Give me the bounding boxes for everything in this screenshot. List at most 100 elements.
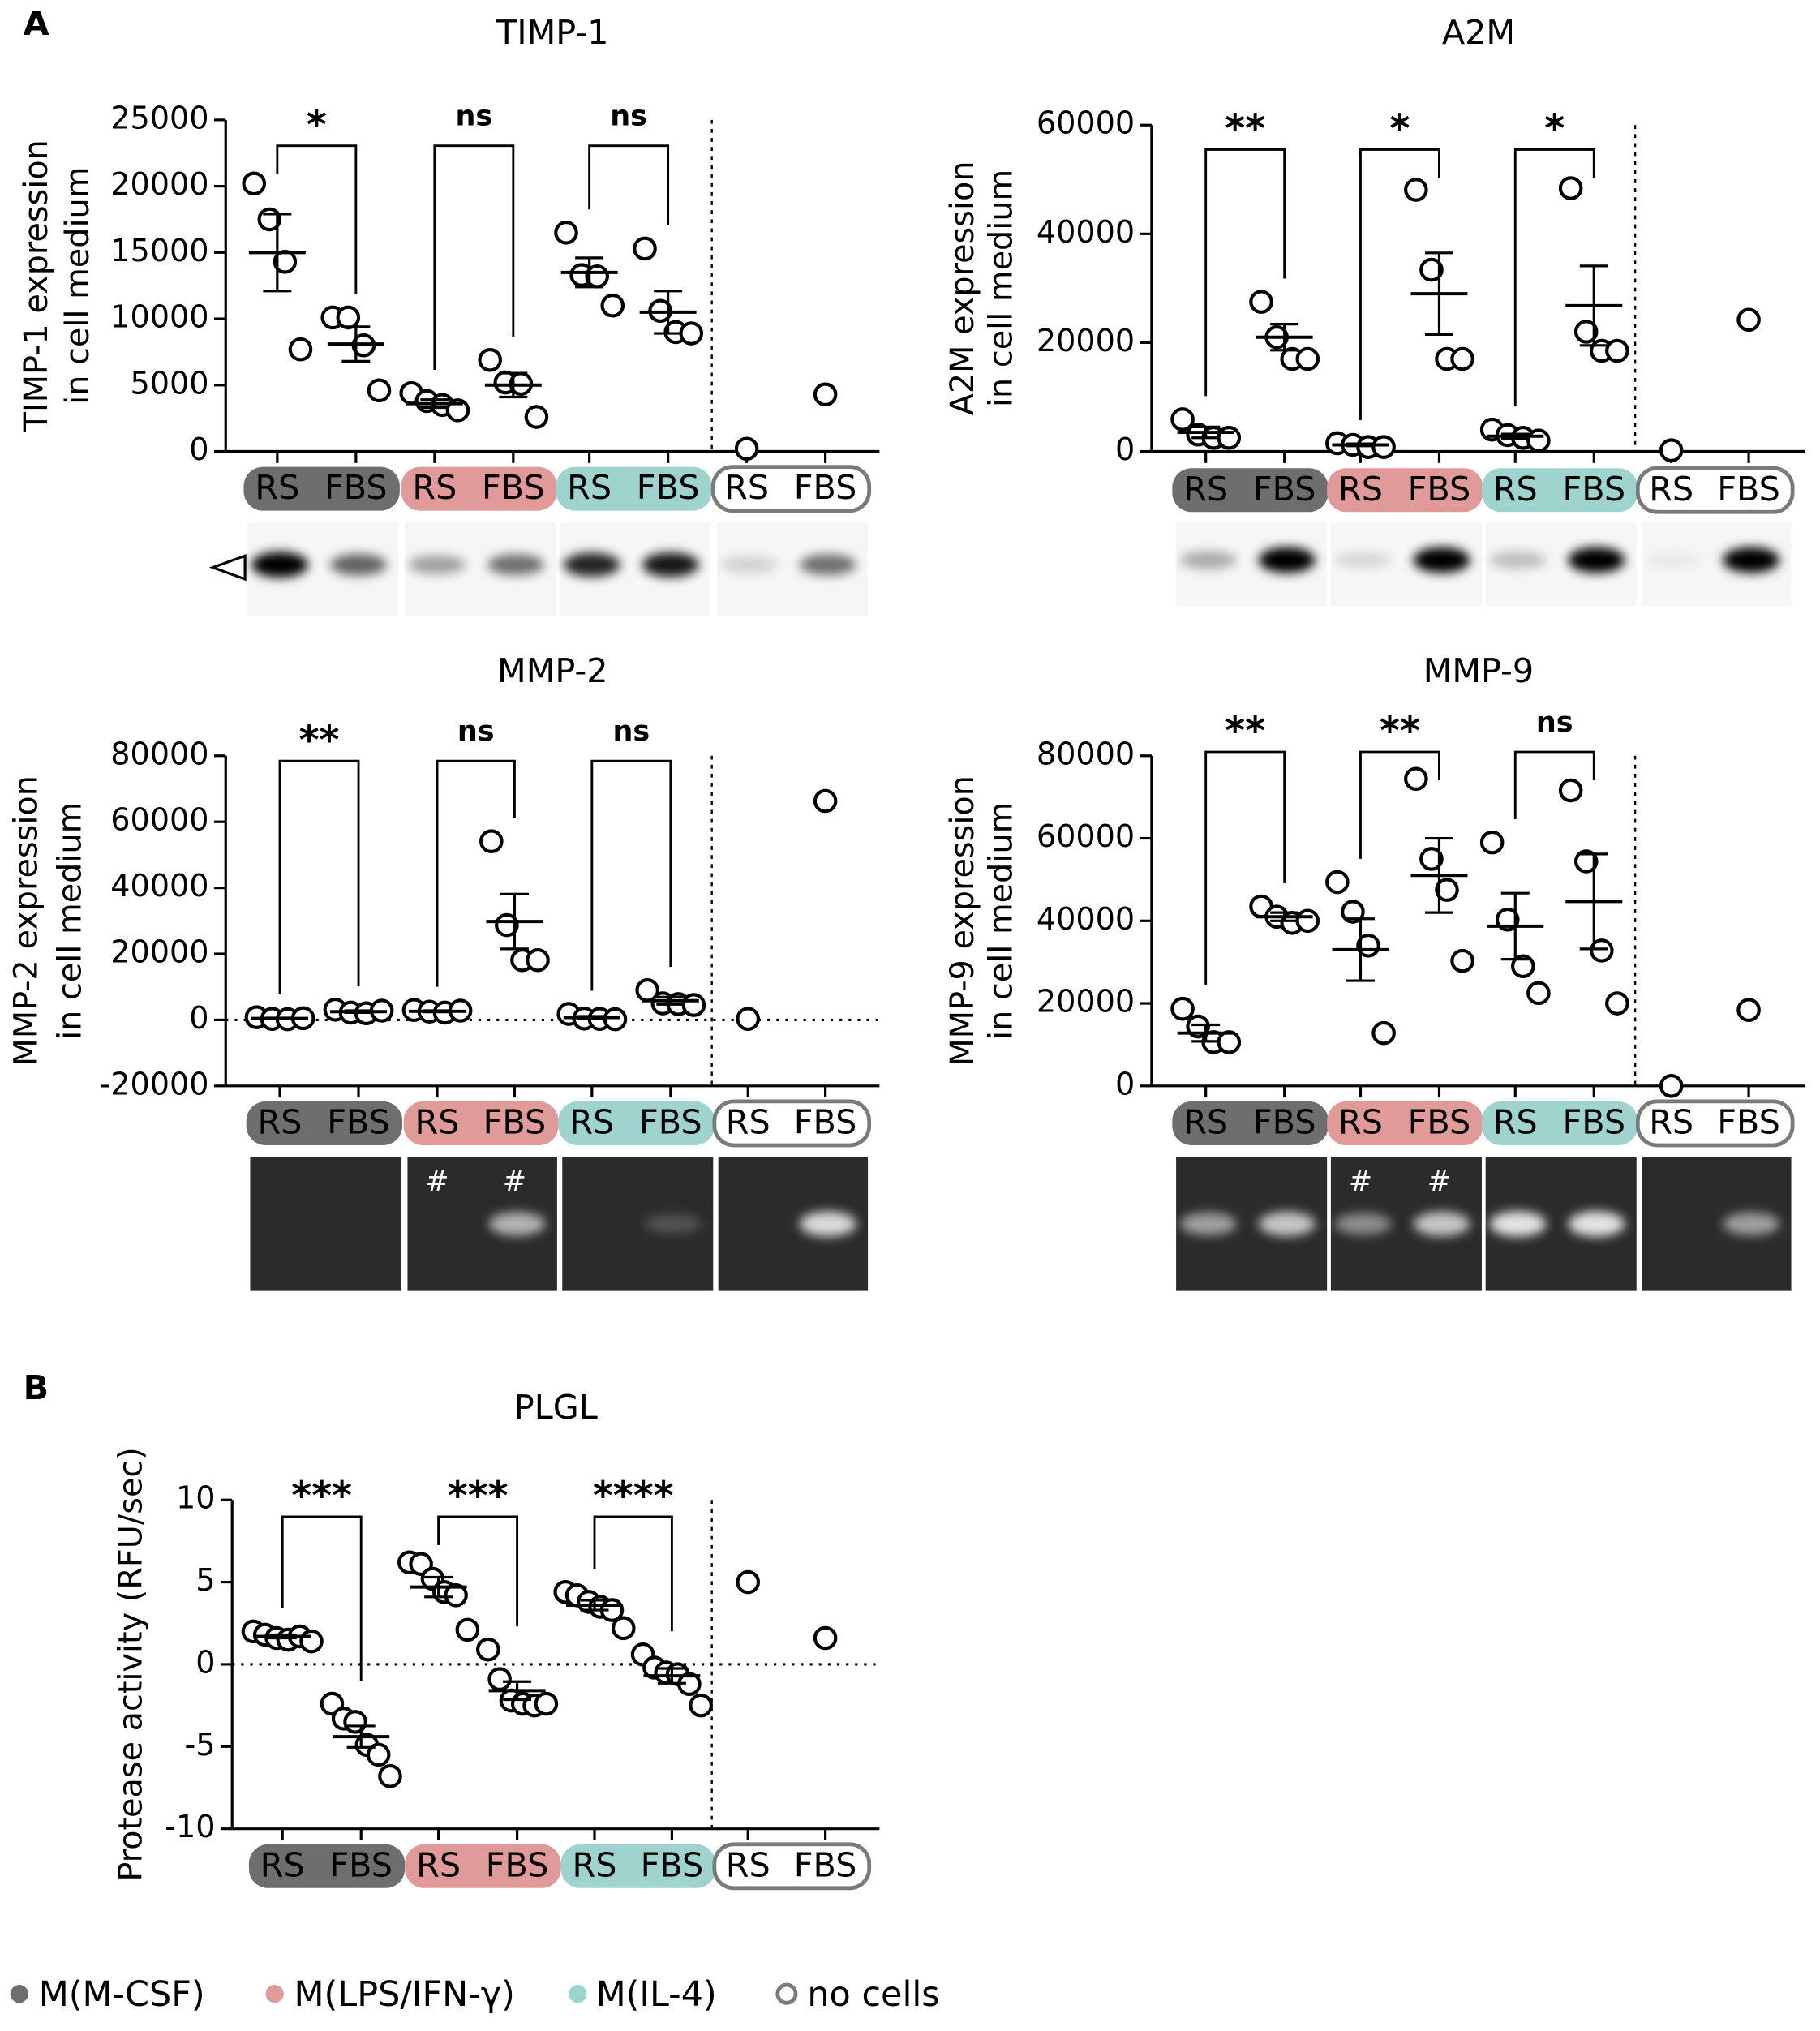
x-tick-label: FBS (327, 1103, 390, 1142)
panel-letter: A (24, 4, 49, 43)
error-bar (503, 1680, 532, 1702)
y-axis-label: A2M expression (944, 161, 981, 415)
group-pill (710, 465, 872, 513)
blot (250, 1157, 401, 1291)
x-tick-label: RS (1493, 1103, 1538, 1142)
data-point (1558, 778, 1583, 803)
chart-title: TIMP-1 (496, 13, 608, 52)
data-point (1511, 954, 1535, 979)
blot-band (1258, 1212, 1316, 1236)
bracket (1359, 148, 1440, 420)
group-pill (1327, 1101, 1483, 1145)
x-tick-label: FBS (1408, 1103, 1471, 1142)
y-tick-label: 40000 (110, 868, 208, 904)
group-pill (401, 466, 557, 511)
group-pill (403, 1101, 559, 1145)
x-tick-label: RS (1183, 1103, 1228, 1142)
data-point (736, 1007, 761, 1031)
significance-label: **** (593, 1475, 674, 1519)
error-bar (344, 1009, 373, 1015)
y-tick-label: 5 (195, 1562, 215, 1598)
data-point (1526, 981, 1551, 1006)
group-pill (1635, 466, 1795, 514)
blot-band (1723, 1212, 1780, 1235)
group-pill (243, 466, 400, 511)
y-tick-label: 25000 (110, 100, 208, 135)
blot-band (1645, 552, 1702, 569)
x-tick-label: FBS (1562, 1103, 1625, 1142)
blot-band (1413, 547, 1470, 573)
error-bar (1579, 264, 1608, 347)
chart-title: MMP-9 (1423, 651, 1535, 690)
data-point (813, 788, 838, 814)
error-bar (265, 1016, 294, 1020)
group-pill (558, 1101, 715, 1145)
blot-band (1568, 547, 1625, 573)
significance-label: * (307, 103, 327, 148)
data-point (1573, 320, 1599, 344)
significance-label: ** (1225, 710, 1265, 754)
x-tick-label: FBS (794, 1103, 857, 1142)
data-point (689, 1693, 713, 1718)
chart-title: PLGL (514, 1388, 598, 1427)
data-point (1605, 991, 1629, 1015)
data-point (554, 221, 578, 245)
error-bar (1424, 251, 1453, 336)
data-point (1295, 908, 1320, 934)
data-point (1736, 307, 1761, 333)
data-point (1479, 830, 1505, 855)
y-axis-label: MMP-2 expression (7, 775, 45, 1066)
data-point (1659, 438, 1684, 462)
error-bar (500, 892, 529, 951)
x-tick-label: FBS (1253, 1103, 1316, 1142)
y-axis-label: MMP-9 expression (944, 775, 981, 1066)
blot-band (251, 552, 309, 578)
significance-label: ns (457, 715, 495, 748)
data-point (487, 1667, 512, 1691)
y-tick-label: 0 (189, 432, 208, 467)
error-bar (1191, 425, 1221, 440)
data-point (1325, 870, 1350, 895)
data-point (1371, 1020, 1396, 1046)
x-tick-label: RS (255, 468, 299, 507)
data-point (1526, 428, 1551, 453)
y-tick-label: -5 (184, 1727, 215, 1763)
y-tick-label: 10000 (110, 299, 208, 335)
data-point (1249, 290, 1273, 314)
legend-marker (10, 1985, 28, 2003)
data-point (444, 1583, 468, 1608)
y-tick-label: 40000 (1037, 901, 1135, 937)
data-point (476, 1637, 500, 1662)
y-tick-label: 0 (1115, 1066, 1135, 1101)
data-point (479, 829, 504, 853)
x-tick-label: RS (1649, 470, 1693, 509)
group-pill (1481, 468, 1638, 513)
x-tick-label: RS (258, 1103, 303, 1142)
x-tick-label: FBS (1562, 470, 1625, 509)
error-bar (263, 213, 292, 293)
x-tick-label: FBS (1253, 470, 1316, 509)
data-point (813, 1625, 838, 1651)
bracket (281, 1515, 363, 1681)
y-tick-label: -20000 (99, 1066, 208, 1101)
group-pill (1481, 1101, 1638, 1145)
y-tick-label: 20000 (1037, 984, 1135, 1020)
group-pill (712, 1099, 872, 1148)
data-point (242, 171, 267, 196)
data-point (1404, 766, 1428, 792)
data-point (478, 347, 502, 372)
x-tick-label: RS (726, 1845, 770, 1884)
legend-marker (265, 1985, 284, 2003)
significance-label: ns (612, 715, 650, 748)
data-point (1450, 948, 1474, 973)
data-point (1558, 176, 1583, 200)
blot-band (1179, 1212, 1237, 1235)
bracket (590, 759, 672, 991)
data-point (1217, 425, 1242, 450)
group-pill (1635, 1099, 1795, 1148)
significance-label: ** (1380, 710, 1420, 754)
blot-band (1334, 1213, 1392, 1235)
data-point (1605, 338, 1629, 363)
data-point (1217, 1030, 1242, 1054)
bracket (1204, 148, 1286, 397)
